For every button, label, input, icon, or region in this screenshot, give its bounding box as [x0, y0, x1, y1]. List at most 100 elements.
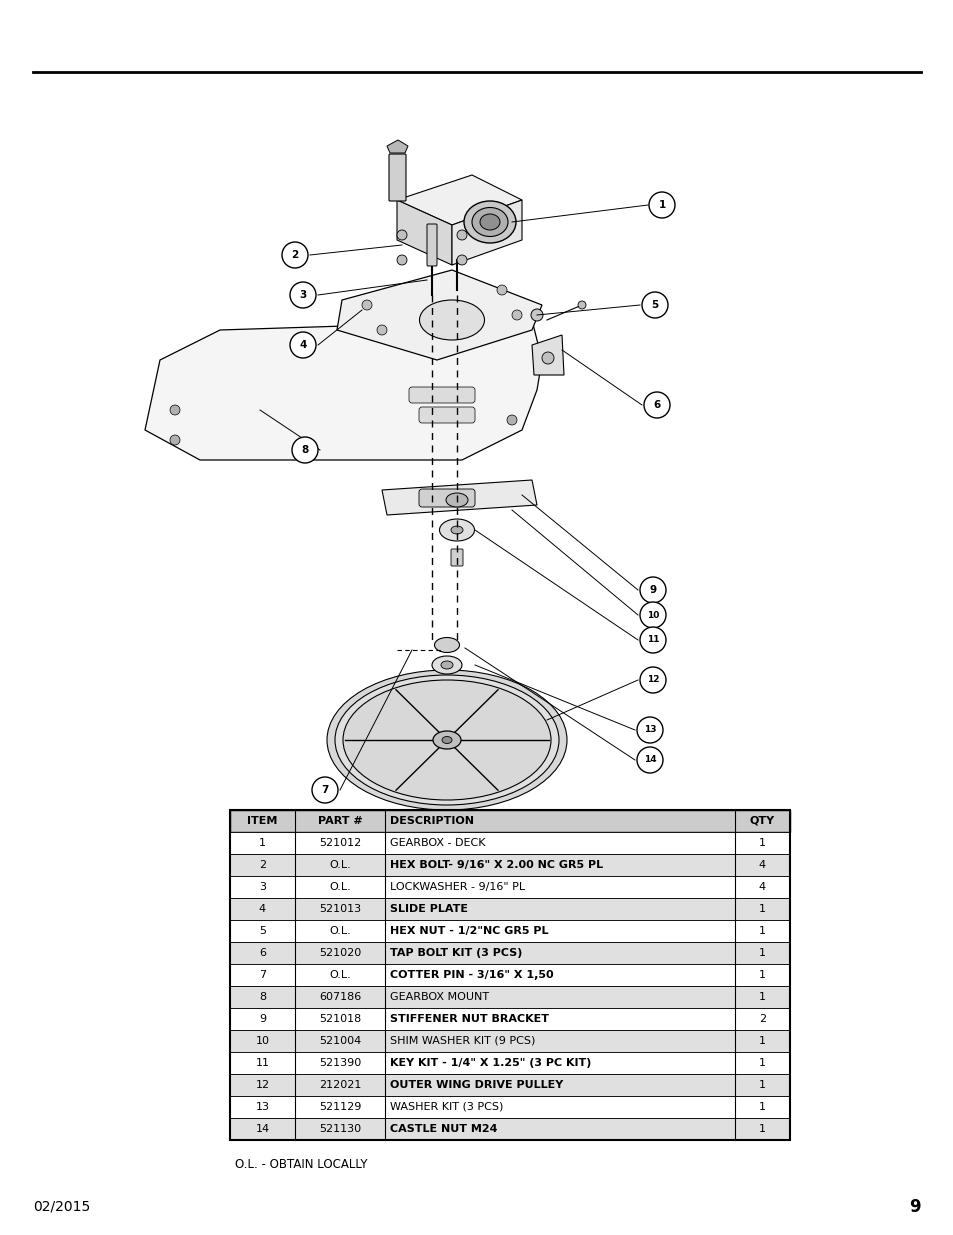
Circle shape — [396, 254, 407, 266]
Ellipse shape — [432, 656, 461, 674]
Text: 3: 3 — [299, 290, 306, 300]
Circle shape — [639, 601, 665, 629]
Ellipse shape — [335, 676, 558, 805]
Text: 1: 1 — [759, 904, 765, 914]
Text: 7: 7 — [321, 785, 329, 795]
FancyBboxPatch shape — [451, 550, 462, 566]
Text: 1: 1 — [759, 926, 765, 936]
Ellipse shape — [439, 519, 474, 541]
Text: 8: 8 — [258, 992, 266, 1002]
Polygon shape — [532, 335, 563, 375]
Polygon shape — [396, 175, 521, 225]
Text: HEX NUT - 1/2"NC GR5 PL: HEX NUT - 1/2"NC GR5 PL — [390, 926, 548, 936]
Text: 13: 13 — [643, 725, 656, 735]
Ellipse shape — [343, 680, 551, 800]
Text: WASHER KIT (3 PCS): WASHER KIT (3 PCS) — [390, 1102, 503, 1112]
Text: 8: 8 — [301, 445, 309, 454]
Circle shape — [456, 254, 467, 266]
Circle shape — [282, 242, 308, 268]
Text: 521018: 521018 — [318, 1014, 361, 1024]
Ellipse shape — [441, 736, 452, 743]
Text: 4: 4 — [299, 340, 306, 350]
Polygon shape — [387, 140, 408, 153]
Text: QTY: QTY — [749, 816, 774, 826]
Circle shape — [643, 391, 669, 417]
Ellipse shape — [463, 201, 516, 243]
Polygon shape — [396, 200, 452, 266]
Bar — [230, 810, 789, 832]
Text: 1: 1 — [759, 839, 765, 848]
Text: O.L. - OBTAIN LOCALLY: O.L. - OBTAIN LOCALLY — [234, 1158, 367, 1171]
Text: 1: 1 — [759, 1124, 765, 1134]
Bar — [230, 965, 789, 986]
Bar — [230, 1008, 789, 1030]
Bar — [230, 1074, 789, 1095]
Text: 11: 11 — [646, 636, 659, 645]
Ellipse shape — [446, 493, 468, 508]
Text: 4: 4 — [759, 860, 765, 869]
Text: O.L.: O.L. — [329, 926, 351, 936]
FancyBboxPatch shape — [418, 489, 475, 508]
Text: 521129: 521129 — [318, 1102, 361, 1112]
Text: 9: 9 — [258, 1014, 266, 1024]
Text: KEY KIT - 1/4" X 1.25" (3 PC KIT): KEY KIT - 1/4" X 1.25" (3 PC KIT) — [390, 1058, 591, 1068]
Bar — [230, 898, 789, 920]
Text: 212021: 212021 — [318, 1079, 361, 1091]
Circle shape — [312, 777, 337, 803]
Text: HEX BOLT- 9/16" X 2.00 NC GR5 PL: HEX BOLT- 9/16" X 2.00 NC GR5 PL — [390, 860, 602, 869]
Ellipse shape — [440, 661, 453, 669]
Circle shape — [531, 309, 542, 321]
Bar — [230, 942, 789, 965]
Circle shape — [637, 747, 662, 773]
Text: 521013: 521013 — [318, 904, 360, 914]
Text: 9: 9 — [649, 585, 656, 595]
Text: 6: 6 — [653, 400, 659, 410]
Polygon shape — [145, 320, 541, 459]
Bar — [230, 1030, 789, 1052]
Text: 521390: 521390 — [318, 1058, 361, 1068]
Text: OUTER WING DRIVE PULLEY: OUTER WING DRIVE PULLEY — [390, 1079, 562, 1091]
Bar — [230, 986, 789, 1008]
Bar — [230, 1118, 789, 1140]
FancyBboxPatch shape — [389, 154, 406, 201]
Text: TAP BOLT KIT (3 PCS): TAP BOLT KIT (3 PCS) — [390, 948, 522, 958]
Text: 4: 4 — [258, 904, 266, 914]
Circle shape — [541, 352, 554, 364]
Circle shape — [456, 230, 467, 240]
Text: 5: 5 — [258, 926, 266, 936]
Text: 2: 2 — [258, 860, 266, 869]
Text: 1: 1 — [759, 1036, 765, 1046]
Ellipse shape — [479, 214, 499, 230]
Bar — [230, 920, 789, 942]
Text: 12: 12 — [255, 1079, 270, 1091]
Text: 521020: 521020 — [318, 948, 361, 958]
Circle shape — [639, 667, 665, 693]
Text: 1: 1 — [258, 839, 266, 848]
Polygon shape — [336, 270, 541, 359]
Text: 521012: 521012 — [318, 839, 361, 848]
Text: 521130: 521130 — [318, 1124, 360, 1134]
Polygon shape — [381, 480, 537, 515]
Text: STIFFENER NUT BRACKET: STIFFENER NUT BRACKET — [390, 1014, 548, 1024]
Text: O.L.: O.L. — [329, 860, 351, 869]
Text: 14: 14 — [255, 1124, 270, 1134]
Text: GEARBOX MOUNT: GEARBOX MOUNT — [390, 992, 489, 1002]
Text: PART #: PART # — [317, 816, 362, 826]
Text: 13: 13 — [255, 1102, 269, 1112]
Text: O.L.: O.L. — [329, 969, 351, 981]
Text: 1: 1 — [759, 969, 765, 981]
Text: SHIM WASHER KIT (9 PCS): SHIM WASHER KIT (9 PCS) — [390, 1036, 535, 1046]
Ellipse shape — [472, 207, 507, 236]
Circle shape — [361, 300, 372, 310]
Text: 1: 1 — [759, 1079, 765, 1091]
Text: 521004: 521004 — [318, 1036, 361, 1046]
Circle shape — [292, 437, 317, 463]
Text: 607186: 607186 — [318, 992, 361, 1002]
Text: 10: 10 — [255, 1036, 269, 1046]
Circle shape — [290, 282, 315, 308]
Text: 1: 1 — [759, 992, 765, 1002]
Text: LOCKWASHER - 9/16" PL: LOCKWASHER - 9/16" PL — [390, 882, 524, 892]
Text: O.L.: O.L. — [329, 882, 351, 892]
Text: ITEM: ITEM — [247, 816, 277, 826]
Text: DESCRIPTION: DESCRIPTION — [390, 816, 474, 826]
